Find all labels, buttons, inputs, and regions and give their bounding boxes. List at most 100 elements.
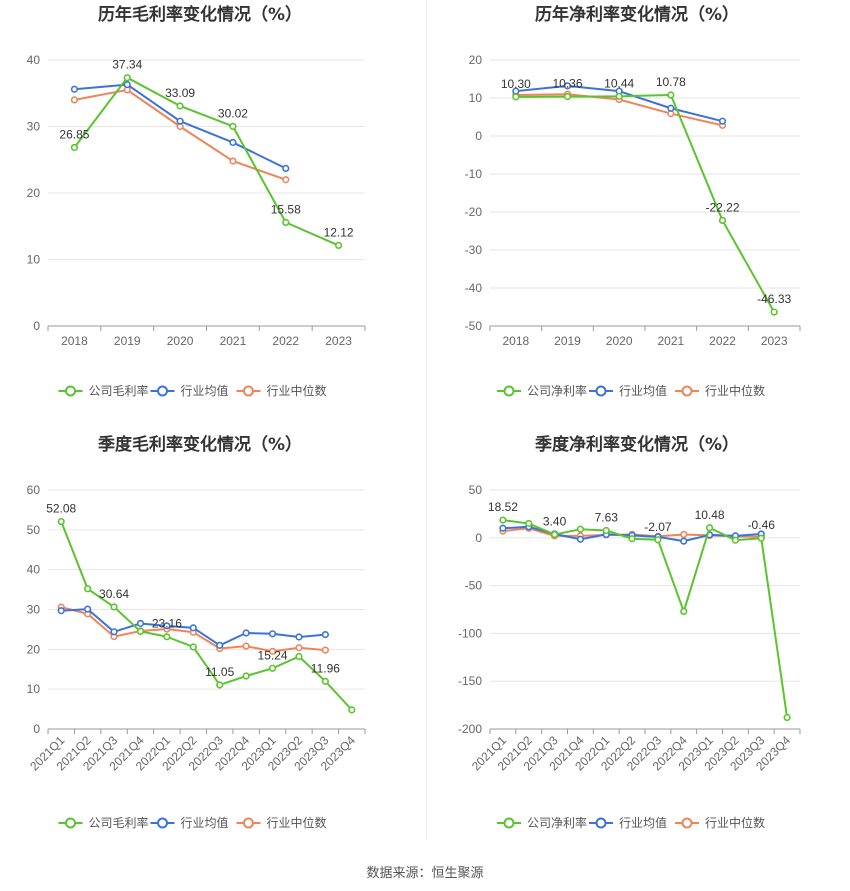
data-point (680, 607, 688, 616)
data-point (563, 93, 572, 101)
data-label: 26.85 (59, 127, 89, 141)
chart-annual-gross-margin: 历年毛利率变化情况（%） 0 10 20 30 40 2018 2019 2020 2021 202… (0, 0, 425, 420)
data-label: 30.02 (218, 106, 248, 120)
legend-label: 公司净利率 (527, 815, 587, 830)
y-tick-label: 40 (27, 53, 41, 67)
data-label: -22.22 (705, 200, 739, 214)
y-tick-label: 20 (27, 186, 41, 200)
data-point (563, 82, 572, 90)
y-tick-label: 60 (27, 483, 41, 497)
y-tick-label: 10 (469, 91, 483, 105)
data-label: -0.46 (748, 518, 776, 532)
legend-item: 行业中位数 (675, 815, 765, 830)
x-tick-label: 2020 (167, 334, 194, 348)
x-tick-label: 2023 (325, 334, 352, 348)
legend-item: 行业均值 (150, 383, 229, 398)
legend-label: 行业均值 (619, 815, 667, 830)
legend-label: 行业中位数 (705, 815, 765, 830)
legend-label: 行业中位数 (267, 815, 327, 830)
data-label: 52.08 (46, 502, 76, 516)
legend-item: 公司净利率 (497, 383, 587, 398)
data-point (216, 641, 224, 649)
data-point (189, 643, 197, 651)
data-point (123, 81, 131, 89)
chart-title: 季度净利率变化情况（%） (535, 434, 739, 455)
data-label: -46.33 (757, 292, 791, 306)
legend-swatch-marker (157, 385, 168, 397)
series-line (502, 519, 789, 718)
data-point (295, 633, 303, 641)
data-point (176, 117, 184, 125)
data-label: 15.58 (271, 202, 301, 216)
data-label: 10.44 (604, 76, 634, 90)
data-point (176, 102, 184, 110)
y-tick-label: 0 (475, 531, 482, 545)
legend-swatch-marker (503, 385, 515, 397)
y-tick-label: -40 (465, 281, 483, 295)
legend-label: 行业中位数 (267, 383, 327, 398)
data-point (321, 630, 329, 639)
data-point (628, 535, 636, 543)
chart-quarterly-gross-margin: 季度毛利率变化情况（%） 0 10 20 30 40 50 60 2021Q1 2021Q2 202… (0, 420, 425, 850)
y-tick-label: 50 (27, 523, 41, 537)
legend-swatch-marker (595, 817, 607, 829)
chart-svg-annual-gross: 历年毛利率变化情况（%） 0 10 20 30 40 2018 2019 2020 2021 202… (27, 4, 366, 398)
y-tick-label: -20 (465, 205, 483, 219)
data-point (295, 644, 303, 652)
data-label: 12.12 (324, 225, 354, 239)
data-label: 15.24 (258, 648, 288, 662)
data-label: 11.05 (205, 665, 234, 679)
series-line (73, 76, 339, 247)
x-tick-label: 2023 (761, 334, 788, 348)
data-point (242, 629, 250, 637)
data-point (757, 534, 765, 542)
data-point (282, 164, 290, 172)
legend-swatch-marker (243, 385, 254, 397)
data-label: 11.96 (311, 661, 340, 675)
legend-item: 公司毛利率 (58, 815, 149, 830)
data-source-note: 数据来源：恒生聚源 (366, 866, 484, 881)
legend-item: 行业均值 (589, 815, 667, 830)
legend-item: 公司净利率 (497, 815, 587, 830)
data-point (525, 519, 533, 528)
data-point (229, 138, 237, 147)
x-tick-label: 2021 (220, 334, 247, 348)
data-label: 3.40 (543, 515, 567, 529)
series-line (60, 521, 353, 711)
chart-title: 季度毛利率变化情况（%） (98, 434, 302, 455)
data-point (602, 526, 610, 535)
data-point (783, 713, 791, 722)
data-point (321, 646, 329, 654)
data-point (667, 104, 675, 112)
series-line (515, 94, 776, 313)
x-tick-label: 2022 (272, 334, 299, 348)
legend-label: 行业中位数 (705, 383, 765, 398)
data-point (348, 706, 356, 714)
data-point (57, 517, 65, 526)
data-label: 10.48 (695, 508, 725, 522)
data-point (282, 218, 290, 226)
chart-title: 历年净利率变化情况（%） (535, 4, 739, 25)
y-tick-label: 0 (33, 722, 40, 736)
y-tick-label: 30 (27, 120, 41, 134)
y-tick-label: -10 (465, 167, 483, 181)
legend-swatch-marker (65, 385, 76, 397)
data-point (163, 633, 171, 641)
data-label: 30.64 (99, 587, 129, 601)
y-tick-label: 30 (27, 603, 41, 617)
data-point (70, 85, 79, 93)
data-point (242, 642, 250, 650)
y-tick-label: 0 (475, 129, 482, 143)
x-tick-label: 2018 (502, 334, 529, 348)
data-label: 10.36 (552, 77, 582, 91)
data-label: 37.34 (112, 58, 142, 72)
y-tick-label: 10 (27, 253, 41, 267)
data-point (295, 652, 303, 661)
panel-divider (426, 0, 427, 840)
y-tick-label: -200 (458, 722, 482, 736)
legend-swatch-marker (503, 817, 515, 829)
y-tick-label: 20 (469, 53, 483, 67)
chart-svg-annual-net: 历年净利率变化情况（%） -50 -40 -30 -20 -10 0 10 20 2018 2019… (465, 4, 801, 398)
x-tick-label: 2020 (606, 334, 633, 348)
data-label: 18.52 (488, 500, 518, 514)
